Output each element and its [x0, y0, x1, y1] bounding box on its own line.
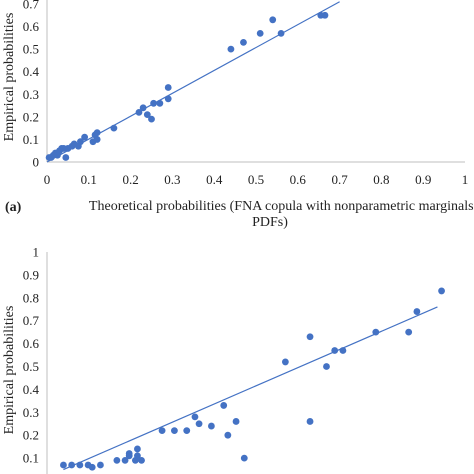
- panel-b-y-tick-label: 0.8: [23, 290, 39, 305]
- panel-b-data-point: [60, 461, 67, 469]
- panel-b-data-point: [281, 358, 289, 366]
- panel-b-data-point: [232, 418, 240, 425]
- panel-b-ylabel: Empirical probabilities: [2, 306, 17, 435]
- panel-a-x-tick-label: 0.4: [206, 172, 223, 187]
- panel-a-x-tick-label: 0.2: [122, 172, 138, 187]
- panel-b-y-tick-label: 1: [33, 245, 40, 260]
- panel-b-data-point: [158, 427, 166, 435]
- panel-b-data-point: [88, 463, 96, 471]
- panel-a-y-tick-label: 0.4: [23, 64, 40, 79]
- panel-b-data-point: [339, 347, 347, 354]
- panel-b-y-tick-label: 0.2: [23, 428, 39, 443]
- panel-a-data-point: [135, 108, 143, 116]
- panel-b-y-tick-label: 0.5: [23, 359, 39, 374]
- panel-b-y-tick-label: 0.4: [23, 382, 40, 397]
- panel-a-y-tick-label: 0.7: [23, 0, 40, 12]
- panel-b-y-tick-label: 0.1: [23, 451, 39, 466]
- panel-a-trendline: [46, 1, 340, 163]
- panel-b-trendline: [63, 306, 438, 471]
- panel-a-x-tick-label: 0.7: [331, 172, 348, 187]
- panel-b-data-point: [372, 328, 380, 336]
- panel-b-plot-area: 0.1 0.2 0.3 0.4 0.5 0.6 0.7 0.8 0.9 1: [23, 245, 445, 474]
- panel-a-label: (a): [5, 200, 22, 215]
- panel-b-data-point: [240, 454, 248, 462]
- panel-a-y-tick-label: 0.3: [23, 87, 39, 102]
- panel-b-data-point: [68, 461, 76, 469]
- panel-b-data-point: [76, 461, 84, 469]
- panel-a-data-point: [156, 99, 164, 107]
- panel-b-data-point: [224, 431, 232, 439]
- panel-a-data-point: [227, 45, 235, 53]
- panel-a-data-point: [148, 115, 155, 123]
- panel-b-data-point: [208, 422, 215, 430]
- panel-a-xlabel-line-2: PDFs): [252, 215, 288, 230]
- panel-a-xlabel-line-1: Theoretical probabilities (FNA copula wi…: [89, 199, 474, 214]
- panel-b-y-tick-label: 0.3: [23, 405, 39, 420]
- panel-a-data-point: [139, 104, 147, 112]
- panel-b-data-point: [405, 328, 413, 336]
- panel-a-ylabel: Empirical probabilities: [2, 13, 17, 142]
- panel-a-x-tick-label: 0: [44, 172, 51, 187]
- panel-b-y-tick-label: 0.7: [23, 313, 40, 328]
- panel-b-y-tick-label: 0.9: [23, 267, 39, 282]
- panel-a-xlabel: Theoretical probabilities (FNA copula wi…: [89, 199, 474, 230]
- panel-b-data-point: [191, 413, 199, 421]
- panel-a-data-point: [150, 99, 157, 107]
- panel-b-data-point: [97, 461, 104, 469]
- panel-a-data-point: [164, 84, 172, 91]
- panel-a-data-point: [93, 129, 101, 137]
- panel-b-data-point: [323, 363, 330, 370]
- panel-a-x-tick-label: 1: [462, 172, 469, 187]
- chart-panel-a: Empirical probabilities (a) 0 0.1 0.2 0.3 0.…: [2, 0, 474, 230]
- panel-a-plot-area: 0 0.1 0.2 0.3 0.4 0.5 0.6 0.7 0.8 0.9 1 0 0.1 0.2 0.3 0…: [23, 0, 469, 187]
- panel-a-data-point: [321, 11, 329, 19]
- panel-a-x-tick-label: 0.9: [415, 172, 431, 187]
- chart-panel-b: Empirical probabilities 0.10.20.30.40.50…: [2, 245, 445, 474]
- panel-a-x-tick-label: 0.5: [248, 172, 264, 187]
- panel-b-data-point: [134, 452, 141, 460]
- panel-b-data-point: [113, 456, 121, 464]
- panel-b-y-tick-label: 0.6: [23, 336, 40, 351]
- panel-b-data-point: [220, 402, 228, 409]
- panel-a-x-tick-label: 0.1: [81, 172, 97, 187]
- panel-a-data-point: [110, 124, 118, 132]
- panel-a-data-point: [93, 136, 101, 143]
- panel-b-data-point: [138, 456, 145, 464]
- panel-a-y-tick-label: 0: [33, 155, 40, 170]
- panel-a-data-point: [256, 29, 264, 37]
- panel-b-data-point: [331, 347, 339, 354]
- panel-a-y-tick-label: 0.2: [23, 109, 39, 124]
- panel-a-data-point: [77, 138, 84, 146]
- panel-b-data-point: [306, 418, 314, 425]
- panel-a-data-point: [269, 16, 277, 24]
- panel-a-y-tick-label: 0.5: [23, 42, 39, 57]
- panel-a-x-tick-label: 0.3: [164, 172, 180, 187]
- panel-b-data-point: [195, 420, 203, 428]
- panel-a-x-tick-label: 0.8: [373, 172, 389, 187]
- panel-a-data-point: [240, 38, 247, 46]
- panel-b-data-point: [134, 445, 141, 453]
- panel-a-data-point: [81, 133, 89, 141]
- panel-b-data-point: [121, 456, 129, 464]
- panel-a-y-tick-label: 0.6: [23, 19, 40, 34]
- panel-b-data-point: [306, 333, 314, 341]
- panel-b-data-point: [171, 427, 178, 435]
- panel-b-data-point: [125, 450, 133, 457]
- panel-b-data-point: [438, 287, 445, 295]
- panel-a-y-tick-label: 0.1: [23, 132, 39, 147]
- panel-a-data-point: [277, 29, 285, 37]
- panel-a-data-point: [143, 111, 151, 118]
- panel-a-data-point: [164, 95, 172, 103]
- panel-b-data-point: [413, 308, 421, 315]
- panel-b-data-point: [183, 427, 191, 435]
- panel-a-data-point: [62, 154, 70, 161]
- panel-a-x-tick-label: 0.6: [290, 172, 307, 187]
